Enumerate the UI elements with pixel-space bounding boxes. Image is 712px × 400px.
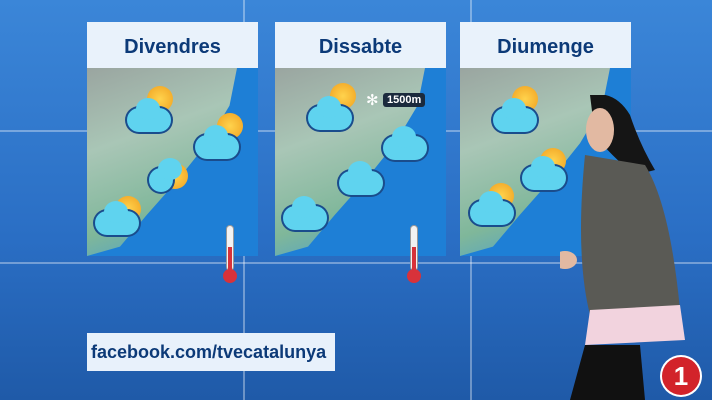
thermometer-icon bbox=[407, 225, 421, 283]
channel-logo: 1 bbox=[662, 357, 700, 395]
thermometer-icon bbox=[223, 225, 237, 283]
forecast-panel-saturday: Dissabte bbox=[275, 22, 446, 256]
cloud-icon bbox=[522, 156, 566, 190]
cloud-icon bbox=[339, 161, 383, 195]
cloud-icon bbox=[195, 125, 239, 159]
cloud-icon bbox=[127, 98, 171, 132]
weather-map bbox=[87, 68, 258, 256]
weather-map bbox=[275, 68, 446, 256]
facebook-banner: facebook.com/tvecatalunya bbox=[87, 333, 335, 371]
grid-line bbox=[0, 262, 712, 264]
presenter bbox=[560, 95, 685, 400]
cloud-icon bbox=[470, 191, 514, 225]
forecast-panel-friday: Divendres bbox=[87, 22, 258, 256]
snow-level-label: 1500m bbox=[383, 93, 426, 107]
cloud-icon bbox=[95, 201, 139, 235]
day-title: Dissabte bbox=[275, 22, 446, 68]
cloud-icon bbox=[283, 196, 327, 230]
day-title: Diumenge bbox=[460, 22, 631, 68]
cloud-icon bbox=[493, 98, 537, 132]
snowflake-icon: ✻ bbox=[366, 92, 379, 109]
cloud-icon bbox=[149, 158, 182, 192]
cloud-icon bbox=[308, 96, 352, 130]
cloud-icon bbox=[383, 126, 427, 160]
day-title: Divendres bbox=[87, 22, 258, 68]
